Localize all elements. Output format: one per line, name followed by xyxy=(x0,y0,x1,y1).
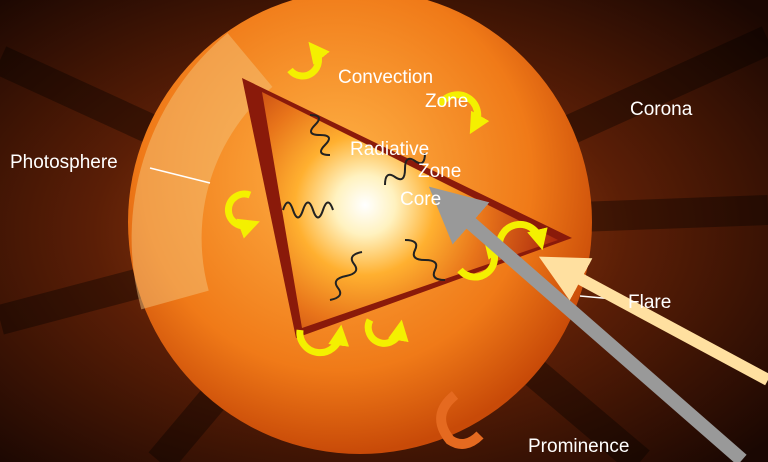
gray-arrow xyxy=(428,186,747,462)
label-corona: Corona xyxy=(630,99,693,120)
flare-arrow xyxy=(538,256,768,386)
label-prominence: Prominence xyxy=(528,436,629,457)
label-flare: Flare xyxy=(628,292,671,313)
label-convection: Convection Zone xyxy=(338,67,468,112)
prominence-loop xyxy=(436,391,484,449)
label-radiative: Radiative Zone xyxy=(350,139,461,182)
cutaway-inner xyxy=(262,92,558,328)
label-photosphere: Photosphere xyxy=(10,152,118,173)
photosphere-pointer xyxy=(149,167,211,184)
photosphere-band xyxy=(131,33,273,310)
radiation-waves xyxy=(282,114,446,301)
label-core: Core xyxy=(400,189,441,210)
